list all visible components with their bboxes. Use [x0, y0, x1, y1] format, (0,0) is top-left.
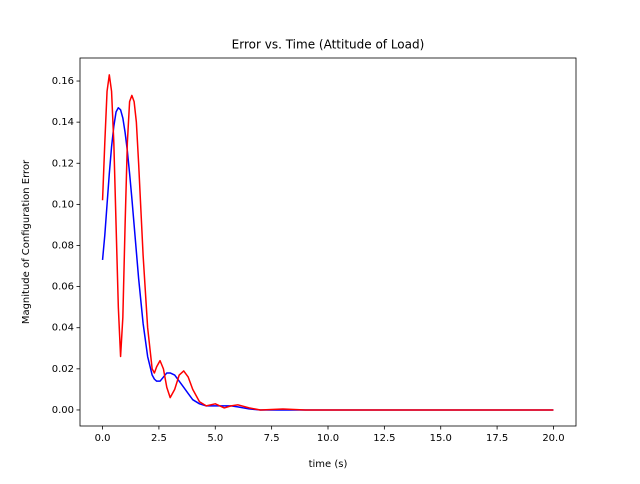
x-tick-label: 17.5 [486, 433, 508, 444]
y-tick-label: 0.02 [52, 364, 74, 375]
x-tick-label: 20.0 [542, 433, 564, 444]
y-tick-label: 0.10 [52, 199, 74, 210]
y-tick-label: 0.04 [52, 323, 74, 334]
x-tick-label: 10.0 [317, 433, 339, 444]
x-tick-label: 5.0 [207, 433, 223, 444]
y-axis-label: Magnitude of Configuration Error [21, 159, 32, 324]
y-tick-label: 0.16 [52, 76, 74, 87]
y-tick-label: 0.12 [52, 158, 74, 169]
x-tick-label: 0.0 [95, 433, 111, 444]
x-tick-label: 15.0 [430, 433, 452, 444]
chart-title: Error vs. Time (Attitude of Load) [232, 38, 425, 52]
y-tick-label: 0.00 [52, 405, 74, 416]
y-tick-label: 0.06 [52, 282, 74, 293]
x-tick-label: 12.5 [373, 433, 395, 444]
x-tick-label: 2.5 [151, 433, 167, 444]
series-line [101, 74, 554, 411]
x-axis-label: time (s) [309, 459, 348, 470]
plot-area [101, 74, 554, 411]
x-tick-label: 7.5 [264, 433, 280, 444]
y-tick-label: 0.14 [52, 117, 74, 128]
y-tick-label: 0.08 [52, 240, 74, 251]
